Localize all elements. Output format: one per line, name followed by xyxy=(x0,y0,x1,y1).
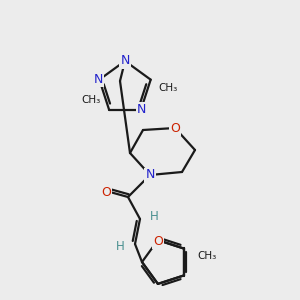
Text: CH₃: CH₃ xyxy=(159,83,178,93)
Text: O: O xyxy=(101,185,111,199)
Text: N: N xyxy=(120,55,130,68)
Text: CH₃: CH₃ xyxy=(81,95,100,105)
Text: H: H xyxy=(116,239,125,253)
Text: N: N xyxy=(137,103,147,116)
Text: CH₃: CH₃ xyxy=(198,251,217,262)
Text: N: N xyxy=(94,73,103,86)
Text: O: O xyxy=(153,235,163,248)
Text: H: H xyxy=(150,211,159,224)
Text: O: O xyxy=(170,122,180,134)
Text: N: N xyxy=(145,169,155,182)
